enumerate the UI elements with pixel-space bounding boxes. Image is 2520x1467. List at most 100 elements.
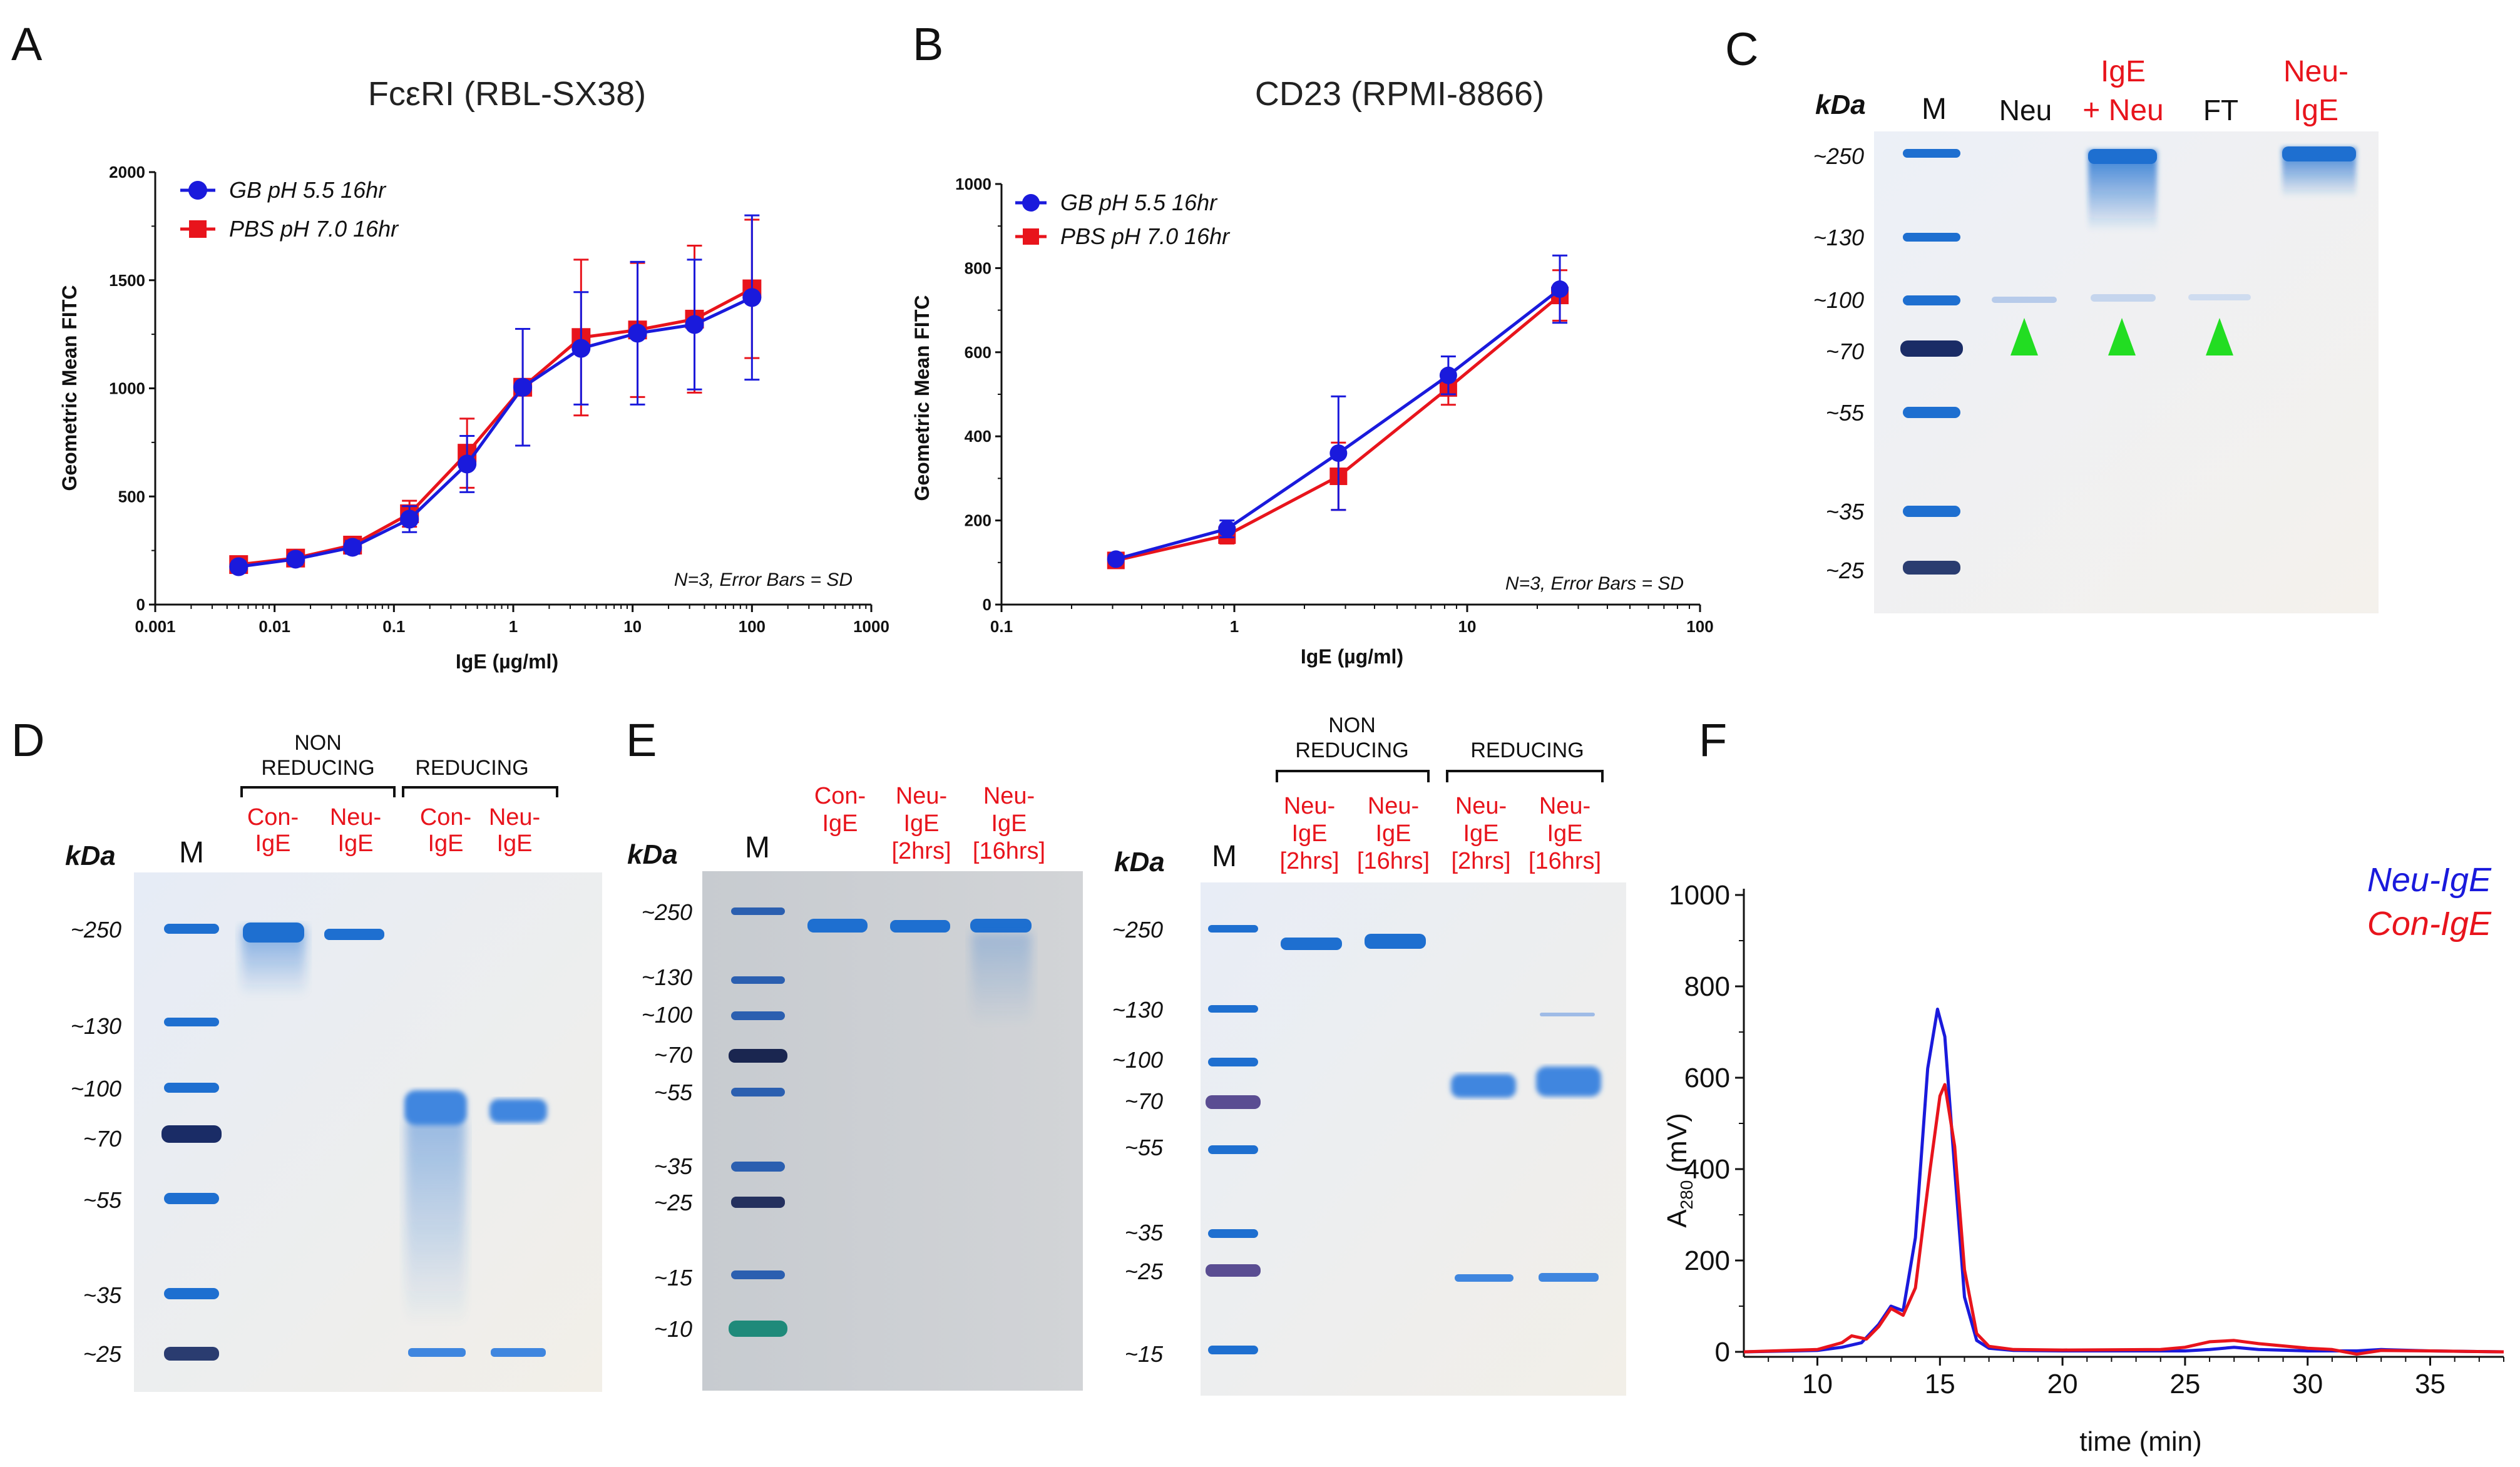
data-point [400, 509, 419, 529]
gel-e-left-bands [729, 907, 1032, 1337]
data-point [458, 454, 477, 474]
gel-d-marker-label: M [179, 836, 204, 869]
gel-e-band-red-16h-faint [1540, 1013, 1595, 1016]
ladder-band [1903, 561, 1960, 575]
chart-b-legend: GB pH 5.5 16hr PBS pH 7.0 16hr [1015, 190, 1231, 249]
y-tick-label: 1500 [109, 271, 145, 290]
ladder-band [164, 924, 219, 934]
gel-c-lane-neu-ige-2: IgE [2293, 94, 2338, 127]
mw-label: ~15 [1125, 1341, 1164, 1367]
mw-label: ~15 [654, 1265, 693, 1291]
lane-label: [16hrs] [973, 838, 1045, 864]
gel-e-right-marker-label: M [1212, 840, 1237, 873]
lane-label: IgE [496, 831, 532, 857]
mw-label: ~35 [1125, 1220, 1164, 1245]
lane-label: IgE [1291, 820, 1327, 847]
ladder-band [164, 1018, 219, 1026]
gel-d-mw-labels: ~250 ~130 ~100 ~70 ~55 ~35 ~25 [71, 917, 122, 1367]
x-tick-label: 0.1 [990, 617, 1013, 636]
panel-b: B CD23 (RPMI-8866) 0 200 400 600 800 1000 0.1 1… [911, 18, 1714, 668]
legend-label-gb: GB pH 5.5 16hr [1060, 190, 1218, 215]
ladder-band [1903, 295, 1960, 305]
lane-label: [2hrs] [1279, 848, 1339, 874]
x-tick-label: 0.1 [382, 617, 405, 636]
y-tick-label: 400 [1684, 1154, 1730, 1185]
mw-label: ~100 [642, 1002, 692, 1028]
lane-label: Con- [247, 804, 299, 831]
gel-c-marker-label: M [1922, 93, 1947, 126]
ladder-band [1206, 1264, 1261, 1277]
gel-c-kda-label: kDa [1815, 89, 1866, 120]
gel-e-band-red-2h-lc [1455, 1274, 1514, 1282]
x-tick-label: 10 [1458, 617, 1477, 636]
y-tick-label: 1000 [109, 379, 145, 398]
chart-b-note: N=3, Error Bars = SD [1505, 573, 1684, 594]
arrow-icon [2206, 318, 2233, 355]
ladder-band [1208, 1058, 1258, 1066]
mw-label: ~70 [83, 1126, 121, 1152]
y-tick-label: 0 [136, 595, 145, 614]
data-point [343, 538, 362, 557]
panel-c: C kDa M Neu IgE + Neu FT Neu- IgE ~250 ~1… [1725, 23, 2379, 613]
gel-c-mw-labels: ~250 ~130 ~100 ~70 ~55 ~35 ~25 [1813, 143, 1865, 583]
ladder-band [1903, 233, 1960, 242]
lane-label: Neu- [983, 783, 1035, 809]
gel-e-right-mw-labels: ~250 ~130 ~100 ~70 ~55 ~35 ~25 ~15 [1112, 917, 1164, 1367]
chart-f: 0 200 400 600 800 1000 10 15 20 25 30 35 [1669, 880, 2504, 1399]
y-tick-label: 200 [965, 511, 991, 530]
legend-marker-gb [1022, 194, 1040, 212]
gel-e-cond-non-1: NON [1328, 713, 1376, 737]
ladder-band [731, 1270, 785, 1279]
x-tick-label: 10 [1802, 1369, 1833, 1399]
ladder-band [1903, 149, 1960, 158]
gel-c-band-ige-neu-low [2091, 294, 2156, 302]
gel-e-band-nonred-16h [1365, 934, 1426, 949]
svg-text:A280 (mV): A280 (mV) [1662, 1113, 1696, 1228]
legend-marker-pbs [1023, 228, 1039, 245]
x-tick-label: 0.001 [135, 617, 175, 636]
gel-c-band-neu [1992, 297, 2057, 303]
gel-e-right-image [1201, 882, 1626, 1396]
ladder-band [1900, 340, 1963, 357]
panel-letter-a: A [11, 18, 43, 70]
ylabel-main: A [1662, 1209, 1693, 1228]
gel-e-right-lane-labels: Neu-IgE[2hrs]Neu-IgE[16hrs]Neu-IgE[2hrs]… [1279, 793, 1601, 874]
ladder-band [729, 1321, 787, 1337]
data-point [628, 324, 647, 343]
x-tick-label: 10 [623, 617, 642, 636]
gel-d-band-con-red-hc [404, 1090, 467, 1125]
mw-label: ~35 [654, 1153, 693, 1179]
series-line [238, 296, 753, 569]
mw-label: ~130 [642, 964, 692, 990]
y-tick-label: 600 [965, 343, 991, 362]
lane-label: [16hrs] [1357, 848, 1430, 874]
data-point [286, 549, 305, 569]
data-point [571, 339, 591, 358]
chart-b: 0 200 400 600 800 1000 0.1 1 10 100 [955, 175, 1714, 636]
gel-d-bands [161, 923, 547, 1361]
gel-d-band-neu-red-lc [491, 1348, 546, 1357]
chart-f-legend-con: Con-IgE [2367, 905, 2492, 943]
lane-label: IgE [903, 810, 939, 837]
y-tick-label: 800 [1684, 971, 1730, 1002]
mw-label: ~100 [1813, 287, 1864, 313]
chart-a: 0 500 1000 1500 2000 0.001 0.01 0.1 1 10 100 1000 [109, 163, 889, 636]
gel-e-left-kda-label: kDa [627, 839, 678, 870]
lane-label: IgE [1463, 820, 1498, 847]
mw-label: ~250 [642, 899, 692, 925]
lane-label: [16hrs] [1529, 848, 1601, 874]
x-tick-label: 100 [739, 617, 766, 636]
ladder-band [164, 1347, 219, 1361]
mw-label: ~35 [1826, 499, 1865, 524]
chart-a-title: FcεRI (RBL-SX38) [368, 75, 646, 113]
data-point [229, 557, 248, 576]
gel-e-left-mw-labels: ~250 ~130 ~100 ~70 ~55 ~35 ~25 ~15 ~10 [642, 899, 693, 1342]
gel-d-band-con-red-lc [408, 1348, 466, 1357]
y-tick-label: 0 [983, 595, 991, 614]
x-tick-label: 0.01 [259, 617, 290, 636]
gel-c-band-neu-ige [2282, 146, 2356, 161]
gel-d-band-con-nonred [243, 923, 304, 943]
ladder-band [731, 1011, 785, 1020]
gel-d-cond-non-2: REDUCING [261, 756, 374, 780]
gel-e-band-neu-2h [890, 920, 950, 933]
